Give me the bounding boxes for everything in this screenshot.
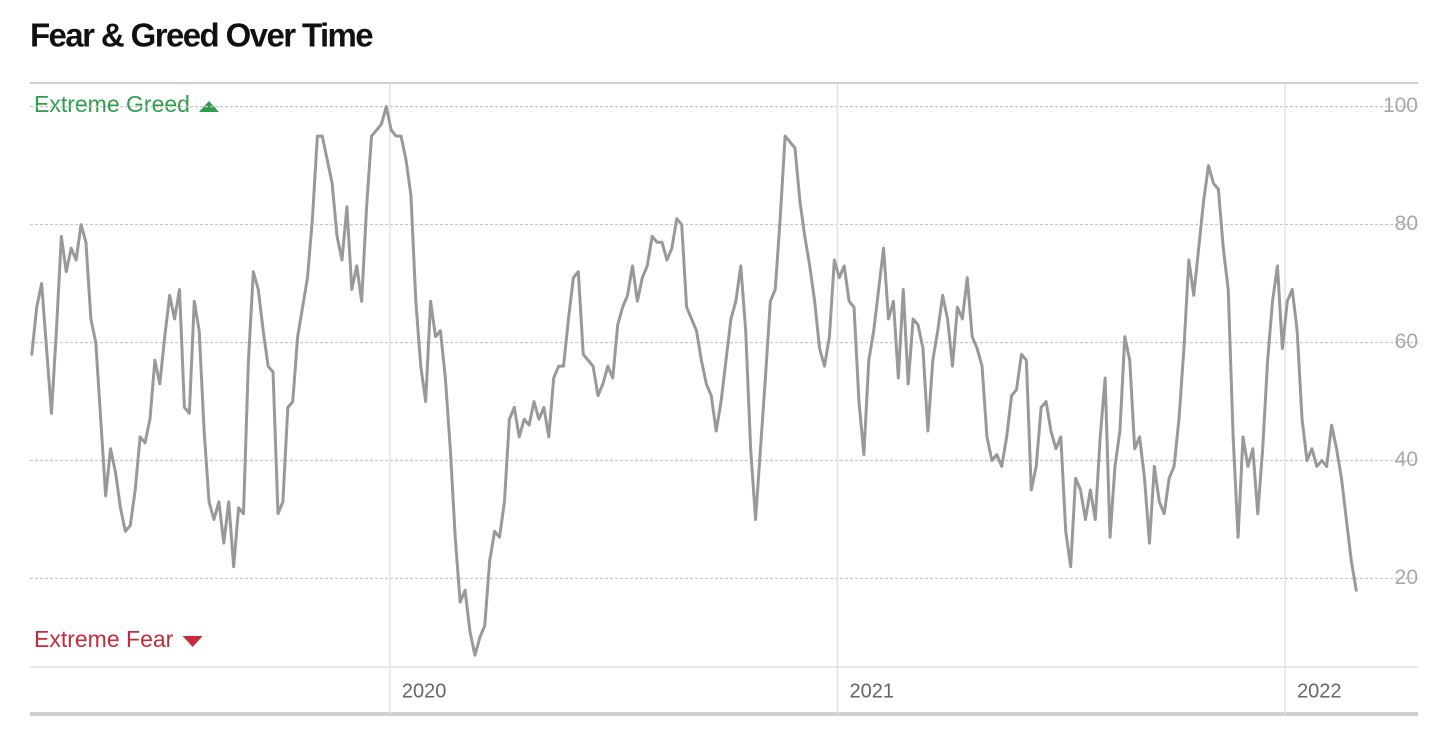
x-tick-label: 2021 (849, 680, 894, 702)
series-line (30, 105, 1358, 657)
chart-title: Fear & Greed Over Time (30, 17, 373, 54)
y-tick-label: 40 (1395, 448, 1418, 471)
grid (30, 83, 1418, 714)
y-tick-label: 100 (1383, 94, 1418, 117)
annotation: Extreme Fear (34, 626, 174, 652)
y-tick-label: 60 (1395, 330, 1418, 353)
annotations: Extreme Greed Extreme Fear (34, 91, 219, 652)
annotation: Extreme Greed (34, 91, 190, 117)
x-tick-label: 2020 (402, 680, 447, 702)
x-tick-label: 2022 (1297, 680, 1342, 702)
y-tick-label: 80 (1395, 212, 1418, 235)
y-tick-label: 20 (1395, 566, 1418, 589)
up-triangle (198, 101, 219, 112)
down-triangle (182, 636, 203, 647)
